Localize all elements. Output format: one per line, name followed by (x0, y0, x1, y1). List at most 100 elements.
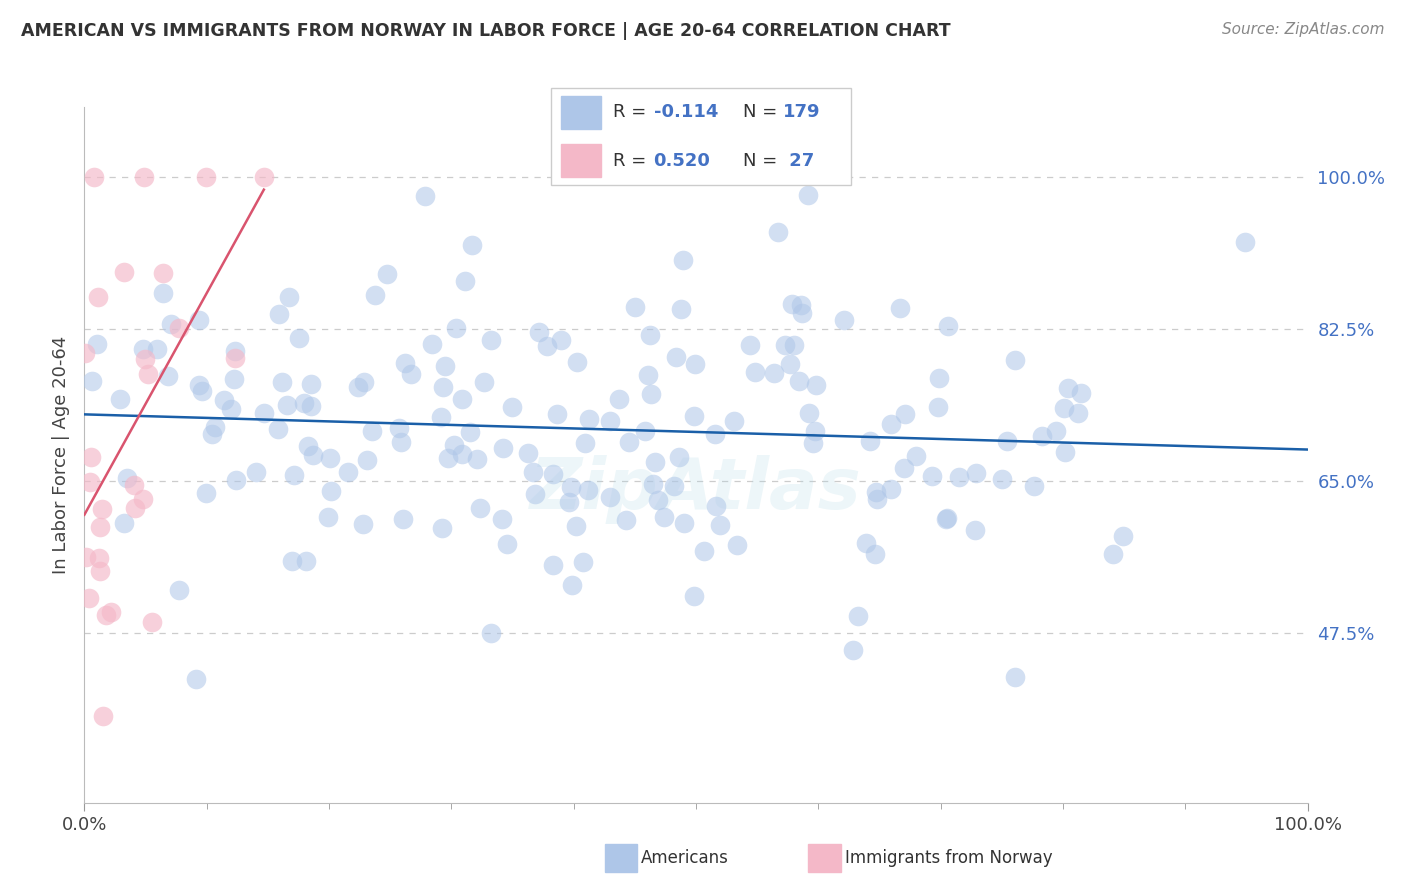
Point (599, 414, 621, 428)
Point (1101, 547, 1123, 561)
Point (640, 387, 662, 401)
Point (936, 319, 959, 334)
Point (479, 334, 502, 348)
Point (893, 407, 915, 421)
Y-axis label: In Labor Force | Age 20-64: In Labor Force | Age 20-64 (52, 335, 70, 574)
Point (283, 468, 305, 483)
Point (319, 451, 342, 466)
Point (617, 434, 640, 449)
Point (673, 516, 696, 530)
Point (465, 451, 488, 466)
Point (292, 396, 315, 410)
Point (245, 466, 267, 480)
Point (935, 511, 957, 525)
Point (302, 448, 325, 462)
Point (638, 328, 661, 343)
Point (665, 350, 688, 364)
Point (413, 189, 436, 203)
Point (224, 351, 246, 365)
Point (82, 374, 104, 388)
Point (1053, 444, 1076, 458)
Point (1004, 353, 1026, 368)
Point (430, 521, 453, 535)
Point (319, 484, 342, 499)
Point (1057, 381, 1080, 395)
Point (132, 343, 155, 357)
Point (429, 410, 451, 425)
Point (253, 406, 276, 420)
Point (1067, 406, 1090, 420)
Point (766, 225, 789, 239)
Point (225, 474, 247, 488)
Point (927, 401, 949, 415)
Text: N =: N = (744, 103, 783, 121)
Point (703, 426, 725, 441)
Point (846, 609, 869, 624)
Point (212, 392, 235, 407)
Point (644, 455, 666, 469)
Point (541, 558, 564, 572)
Point (1053, 401, 1076, 416)
Point (93, 708, 115, 723)
FancyBboxPatch shape (561, 96, 600, 128)
Point (797, 406, 820, 420)
Point (297, 439, 319, 453)
Point (804, 424, 827, 438)
Point (652, 509, 675, 524)
Point (204, 420, 226, 434)
Point (561, 578, 583, 592)
Point (195, 169, 218, 184)
Point (893, 461, 915, 475)
Point (468, 500, 491, 515)
Point (865, 484, 887, 499)
Point (1004, 670, 1026, 684)
Text: N =: N = (744, 152, 783, 169)
Point (146, 342, 169, 356)
Point (200, 426, 222, 441)
Point (634, 424, 657, 438)
Point (578, 412, 600, 426)
Point (709, 517, 731, 532)
Text: -0.114: -0.114 (654, 103, 718, 121)
Point (352, 517, 374, 532)
Point (136, 368, 159, 382)
Point (1031, 428, 1053, 442)
Point (281, 553, 304, 567)
Point (637, 368, 659, 382)
Point (560, 480, 582, 494)
Point (347, 380, 370, 394)
Point (157, 369, 180, 384)
Point (948, 469, 970, 483)
Point (965, 466, 987, 480)
Point (169, 321, 191, 335)
Point (863, 547, 886, 561)
Point (364, 288, 387, 302)
Point (451, 447, 474, 461)
Point (267, 422, 290, 436)
Point (73, 345, 96, 359)
Point (299, 399, 322, 413)
Text: Source: ZipAtlas.com: Source: ZipAtlas.com (1222, 22, 1385, 37)
Point (316, 510, 339, 524)
Point (550, 333, 572, 347)
Point (195, 486, 218, 500)
Point (536, 339, 558, 353)
Point (79, 475, 101, 489)
Point (643, 477, 665, 491)
Point (501, 400, 523, 414)
Point (152, 286, 174, 301)
Point (458, 425, 481, 439)
Point (564, 519, 586, 533)
Point (112, 265, 135, 279)
Point (299, 376, 322, 391)
Point (495, 537, 517, 551)
Point (86, 336, 108, 351)
Point (576, 483, 599, 497)
FancyBboxPatch shape (561, 145, 600, 177)
Point (599, 490, 621, 504)
Point (134, 169, 156, 184)
Point (934, 512, 956, 526)
Point (725, 538, 748, 552)
Text: Americans: Americans (641, 849, 728, 867)
Point (762, 366, 785, 380)
